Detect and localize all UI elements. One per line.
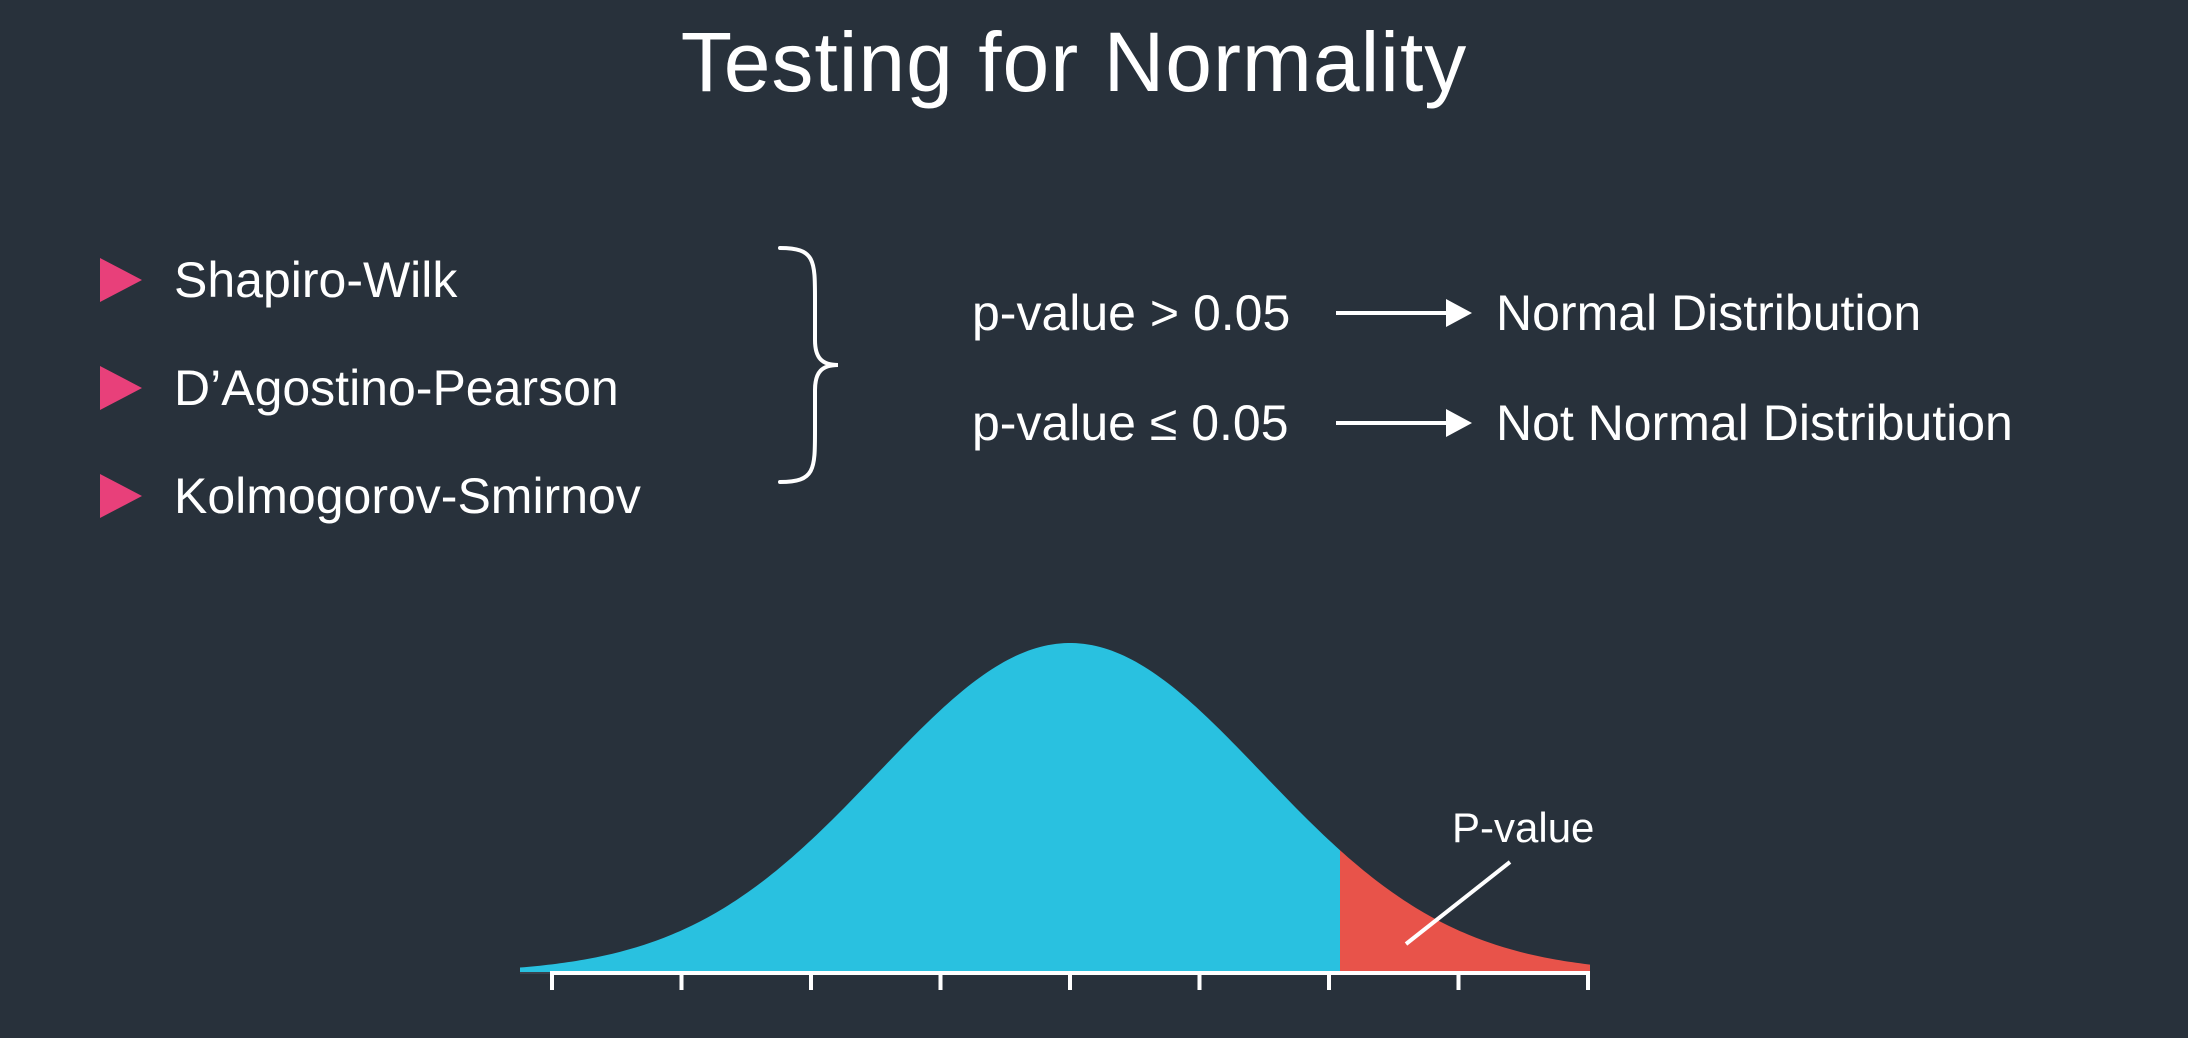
list-item: Shapiro-Wilk <box>100 226 641 334</box>
test-label: Kolmogorov-Smirnov <box>174 468 641 524</box>
distribution-curve <box>520 643 1340 973</box>
list-item: D’Agostino-Pearson <box>100 334 641 442</box>
normality-test-list: Shapiro-Wilk D’Agostino-Pearson Kolmogor… <box>100 226 641 550</box>
rule-row: p-value ≤ 0.05 Not Normal Distribution <box>972 388 2013 458</box>
rule-result: Not Normal Distribution <box>1496 395 2013 451</box>
triangle-bullet-icon <box>100 366 142 410</box>
triangle-bullet-icon <box>100 258 142 302</box>
arrow-right-icon <box>1336 299 1472 327</box>
rule-row: p-value > 0.05 Normal Distribution <box>972 278 1921 348</box>
rule-result: Normal Distribution <box>1496 285 1922 341</box>
rule-condition: p-value > 0.05 <box>972 285 1291 341</box>
pvalue-pointer-line <box>1404 860 1512 946</box>
list-item: Kolmogorov-Smirnov <box>100 442 641 550</box>
x-axis-ticks <box>550 973 1590 990</box>
pvalue-label: P-value <box>1452 804 1594 851</box>
triangle-bullet-icon <box>100 474 142 518</box>
curly-brace-icon <box>778 246 839 484</box>
test-label: D’Agostino-Pearson <box>174 360 619 416</box>
test-label: Shapiro-Wilk <box>174 252 458 308</box>
rule-condition: p-value ≤ 0.05 <box>972 395 1289 451</box>
pvalue-tail-area <box>1340 850 1590 973</box>
arrow-right-icon <box>1336 409 1472 437</box>
page-title: Testing for Normality <box>680 15 1468 109</box>
